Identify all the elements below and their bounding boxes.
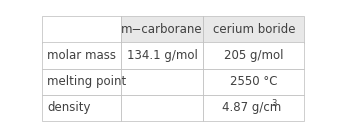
Text: 205 g/mol: 205 g/mol xyxy=(224,49,284,62)
Text: 134.1 g/mol: 134.1 g/mol xyxy=(127,49,197,62)
Bar xyxy=(42,42,121,69)
Bar xyxy=(203,95,304,121)
Bar xyxy=(121,42,203,69)
Text: cerium boride: cerium boride xyxy=(213,23,295,36)
Bar xyxy=(42,95,121,121)
Text: density: density xyxy=(47,101,91,115)
Text: molar mass: molar mass xyxy=(47,49,116,62)
Text: melting point: melting point xyxy=(47,75,126,88)
Text: 4.87 g/cm: 4.87 g/cm xyxy=(221,101,281,115)
Bar xyxy=(203,42,304,69)
Text: m−carborane: m−carborane xyxy=(121,23,203,36)
Bar xyxy=(42,16,121,42)
Bar xyxy=(121,95,203,121)
Bar xyxy=(121,16,203,42)
Bar xyxy=(203,16,304,42)
Bar xyxy=(203,69,304,95)
Bar xyxy=(121,69,203,95)
Text: 2550 °C: 2550 °C xyxy=(230,75,277,88)
Bar xyxy=(42,69,121,95)
Text: 3: 3 xyxy=(272,99,277,108)
